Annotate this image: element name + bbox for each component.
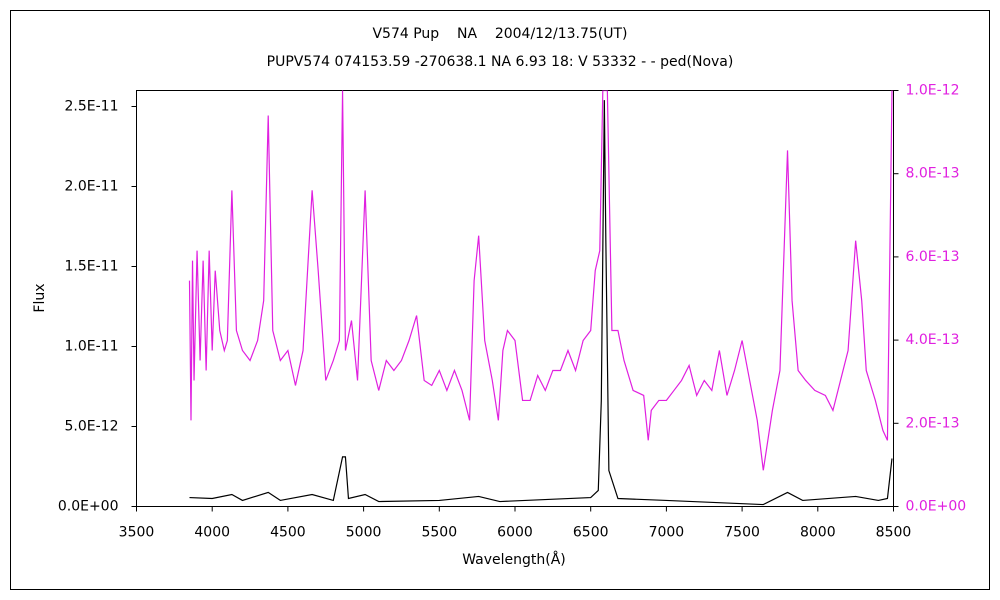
outer-frame	[10, 10, 990, 590]
y-axis-label: Flux	[32, 283, 48, 312]
x-tick-label: 4500	[270, 525, 306, 541]
x-tick-label: 7000	[649, 525, 685, 541]
x-tick-label: 7500	[724, 525, 760, 541]
chart-title: V574 Pup NA 2004/12/13.75(UT)	[372, 26, 627, 42]
spectrum-line	[189, 100, 893, 506]
spectrum-line	[188, 90, 893, 471]
x-tick-label: 3500	[119, 525, 155, 541]
y2-tick-label: 4.0E-13	[906, 332, 960, 348]
y2-tick-label: 6.0E-13	[906, 249, 960, 265]
x-axis-label: Wavelength(Å)	[462, 551, 566, 568]
y-tick-label: 2.0E-11	[65, 179, 119, 195]
x-tick-label: 6000	[497, 525, 533, 541]
x-tick-label: 4000	[194, 525, 230, 541]
y2-tick-label: 8.0E-13	[906, 166, 960, 182]
y-tick-label: 2.5E-11	[65, 99, 119, 115]
x-tick-label: 5500	[421, 525, 457, 541]
x-tick-label: 8000	[800, 525, 836, 541]
x-tick-label: 6500	[573, 525, 609, 541]
chart-subtitle: PUPV574 074153.59 -270638.1 NA 6.93 18: …	[267, 54, 734, 70]
y-tick-label: 0.0E+00	[58, 499, 119, 515]
y-tick-label: 5.0E-12	[65, 419, 119, 435]
plot-frame	[136, 90, 894, 507]
y-tick-label: 1.5E-11	[65, 259, 119, 275]
y-tick-label: 1.0E-11	[65, 339, 119, 355]
x-tick-label: 8500	[876, 525, 912, 541]
y2-tick-label: 0.0E+00	[906, 499, 967, 515]
y2-tick-label: 1.0E-12	[906, 83, 960, 99]
x-tick-label: 5000	[346, 525, 382, 541]
y2-tick-label: 2.0E-13	[906, 415, 960, 431]
